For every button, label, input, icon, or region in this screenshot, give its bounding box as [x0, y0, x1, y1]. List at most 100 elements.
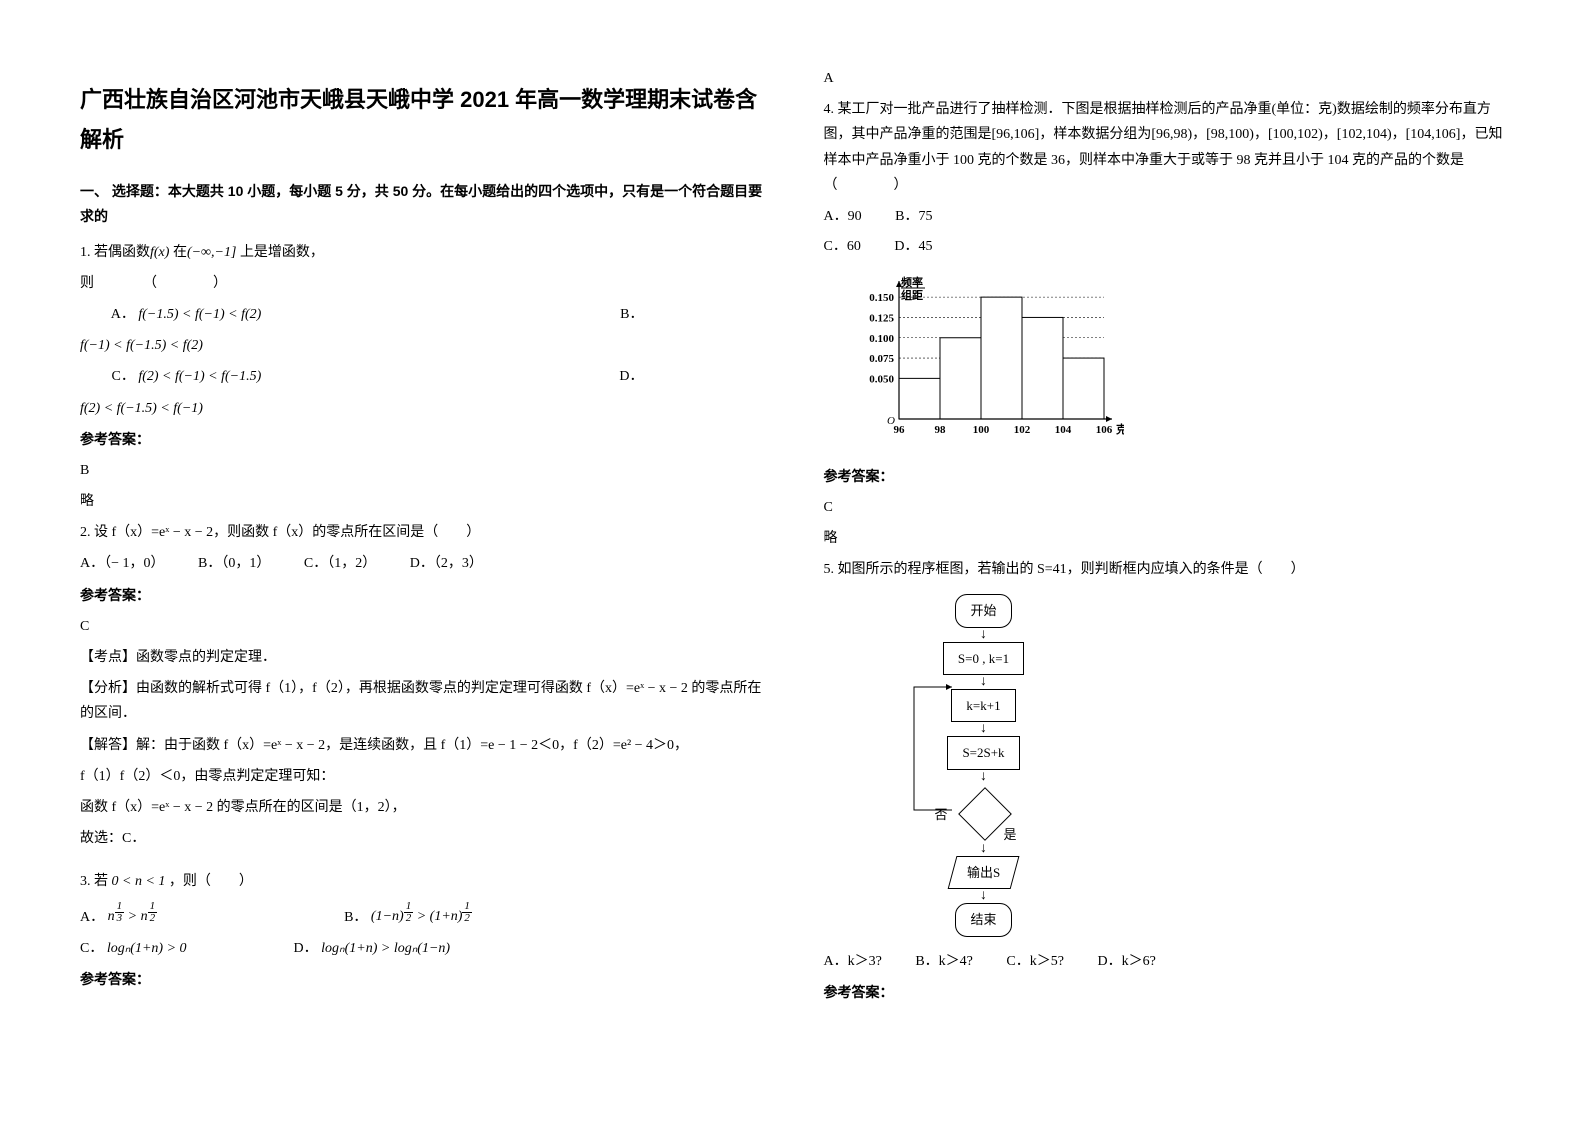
q5-stem: 5. 如图所示的程序框图，若输出的 S=41，则判断框内应填入的条件是（ ）	[824, 557, 1508, 582]
svg-text:98: 98	[934, 424, 946, 436]
q2-optD: D．（2，3）	[410, 556, 483, 571]
arrow-icon: ↓	[980, 722, 987, 736]
flow-end: 结束	[955, 903, 1011, 936]
left-column: 广西壮族自治区河池市天峨县天峨中学 2021 年高一数学理期末试卷含解析 一、 …	[80, 60, 764, 1011]
q2-point: 【考点】函数零点的判定定理．	[80, 645, 764, 670]
q2-stem: 2. 设 f（x）=eˣ − x − 2，则函数 f（x）的零点所在区间是（ ）	[80, 520, 764, 545]
svg-text:0.125: 0.125	[869, 313, 894, 325]
q5-optA: A．k＞3?	[824, 954, 882, 969]
flow-start: 开始	[955, 594, 1011, 627]
q1-paren: （ ）	[143, 276, 227, 291]
q1-answer-label: 参考答案：	[80, 427, 764, 452]
q3-answer: A	[824, 66, 1508, 91]
arrow-icon: ↓	[980, 842, 987, 856]
q1-stem: 1. 若偶函数f(x) 在(−∞,−1] 上是增函数，	[80, 240, 764, 265]
q1-optB-row: f(−1) < f(−1.5) < f(2)	[80, 333, 764, 358]
q1-suffix: 上是增函数，	[236, 245, 324, 260]
q4-answer: C	[824, 495, 1508, 520]
q1-explain: 略	[80, 489, 764, 514]
q2-sol3: 函数 f（x）=eˣ − x − 2 的零点所在的区间是（1，2），	[80, 795, 764, 820]
exam-title: 广西壮族自治区河池市天峨县天峨中学 2021 年高一数学理期末试卷含解析	[80, 80, 764, 159]
q2-sol1: 【解答】解：由于函数 f（x）=eˣ − x − 2，是连续函数，且 f（1）=…	[80, 733, 764, 758]
q5-flowchart: 开始 ↓ S=0 , k=1 ↓ k=k+1 ↓ S=2S+k ↓ 否 是 ↓ …	[884, 592, 1084, 938]
svg-text:频率: 频率	[901, 275, 923, 289]
q2-analysis: 【分析】由函数的解析式可得 f（1），f（2），再根据函数零点的判定定理可得函数…	[80, 676, 764, 726]
q1-optA-row: A． f(−1.5) < f(−1) < f(2) B．	[80, 302, 764, 327]
q3-row2: C． logₙ(1+n) > 0 D． logₙ(1+n) > logₙ(1−n…	[80, 936, 764, 961]
q4-options-row2: C．60 D．45	[824, 234, 1508, 259]
q2-answer: C	[80, 614, 764, 639]
arrow-icon: ↓	[980, 628, 987, 642]
q1-answer: B	[80, 458, 764, 483]
q1-optD: f(2) < f(−1.5) < f(−1)	[80, 401, 203, 416]
svg-text:102: 102	[1013, 424, 1030, 436]
q1-mid: 在	[169, 245, 187, 260]
q2-optB: B．（0，1）	[198, 556, 270, 571]
q5-optC: C．k＞5?	[1006, 954, 1064, 969]
flow-init: S=0 , k=1	[943, 642, 1024, 675]
arrow-icon: ↓	[980, 770, 987, 784]
q2-optA: A．（− 1，0）	[80, 556, 165, 571]
q5-answer-label: 参考答案：	[824, 980, 1508, 1005]
q3-optC: logₙ(1+n) > 0	[107, 941, 187, 956]
flow-decision: 否 是	[959, 788, 1009, 838]
q2-optC: C．（1，2）	[304, 556, 376, 571]
right-column: A 4. 某工厂对一批产品进行了抽样检测．下图是根据抽样检测后的产品净重(单位：…	[824, 60, 1508, 1011]
q4-stem: 4. 某工厂对一批产品进行了抽样检测．下图是根据抽样检测后的产品净重(单位：克)…	[824, 97, 1508, 198]
q1-optB-label: B．	[620, 302, 643, 327]
q5-options: A．k＞3? B．k＞4? C．k＞5? D．k＞6?	[824, 949, 1508, 974]
q4-optB: B．75	[895, 209, 932, 224]
svg-text:100: 100	[972, 424, 989, 436]
q1-optC-label: C．	[112, 369, 135, 384]
q3-answer-label: 参考答案：	[80, 967, 764, 992]
q1-prefix: 1. 若偶函数	[80, 245, 150, 260]
q4-optC: C．60	[824, 239, 861, 254]
svg-text:106: 106	[1095, 424, 1112, 436]
q1-then: 则	[80, 276, 94, 291]
q1-optB: f(−1) < f(−1.5) < f(2)	[80, 338, 203, 353]
svg-text:0.050: 0.050	[869, 374, 894, 386]
q2-sol2: f（1）f（2）＜0，由零点判定定理可知：	[80, 764, 764, 789]
q3-optD: logₙ(1+n) > logₙ(1−n)	[321, 941, 450, 956]
q4-options-row1: A．90 B．75	[824, 204, 1508, 229]
q2-options: A．（− 1，0） B．（0，1） C．（1，2） D．（2，3）	[80, 551, 764, 576]
flow-label-no: 否	[935, 803, 948, 826]
q3-suffix: ，则（ ）	[169, 874, 253, 889]
q2-sol4: 故选：C．	[80, 826, 764, 851]
q3-optA-label: A．	[80, 909, 104, 924]
section1-heading: 一、 选择题：本大题共 10 小题，每小题 5 分，共 50 分。在每小题给出的…	[80, 179, 764, 229]
q1-optD-label: D．	[619, 364, 643, 389]
q4-explain: 略	[824, 526, 1508, 551]
q4-answer-label: 参考答案：	[824, 464, 1508, 489]
svg-text:组距: 组距	[901, 288, 923, 302]
q4-optD: D．45	[894, 239, 932, 254]
svg-text:0.075: 0.075	[869, 353, 894, 365]
arrow-icon: ↓	[980, 889, 987, 903]
svg-text:0.150: 0.150	[869, 292, 894, 304]
q1-optC: f(2) < f(−1) < f(−1.5)	[138, 369, 261, 384]
q1-optA: f(−1.5) < f(−1) < f(2)	[138, 307, 261, 322]
q3-optB-label: B．	[344, 909, 367, 924]
q3-row1: A． n13 > n12 B． (1−n)12 > (1+n)12	[80, 901, 764, 930]
q2-answer-label: 参考答案：	[80, 583, 764, 608]
q1-line2: 则 （ ）	[80, 271, 764, 296]
q3-cond: 0 < n < 1	[112, 874, 166, 889]
q1-interval: (−∞,−1]	[187, 245, 237, 260]
q5-optD: D．k＞6?	[1097, 954, 1155, 969]
q4-histogram: 频率组距0.0500.0750.1000.1250.150O9698100102…	[844, 274, 1508, 453]
q5-optB: B．k＞4?	[915, 954, 973, 969]
svg-text:0.100: 0.100	[869, 333, 894, 345]
flow-output-label: 输出S	[967, 861, 1000, 884]
flow-label-yes: 是	[1004, 823, 1017, 846]
q3-optD-label: D．	[294, 941, 318, 956]
q3-optA-expr: n13 > n12	[108, 909, 157, 924]
q3-stem: 3. 若 0 < n < 1 ，则（ ）	[80, 869, 764, 894]
flow-output: 输出S	[947, 856, 1019, 889]
flow-update: S=2S+k	[947, 736, 1019, 769]
q4-optA: A．90	[824, 209, 862, 224]
flow-inc: k=k+1	[951, 689, 1015, 722]
q1-optD-row: f(2) < f(−1.5) < f(−1)	[80, 396, 764, 421]
q3-prefix: 3. 若	[80, 874, 108, 889]
q3-optC-label: C．	[80, 941, 103, 956]
svg-text:克: 克	[1116, 422, 1124, 436]
